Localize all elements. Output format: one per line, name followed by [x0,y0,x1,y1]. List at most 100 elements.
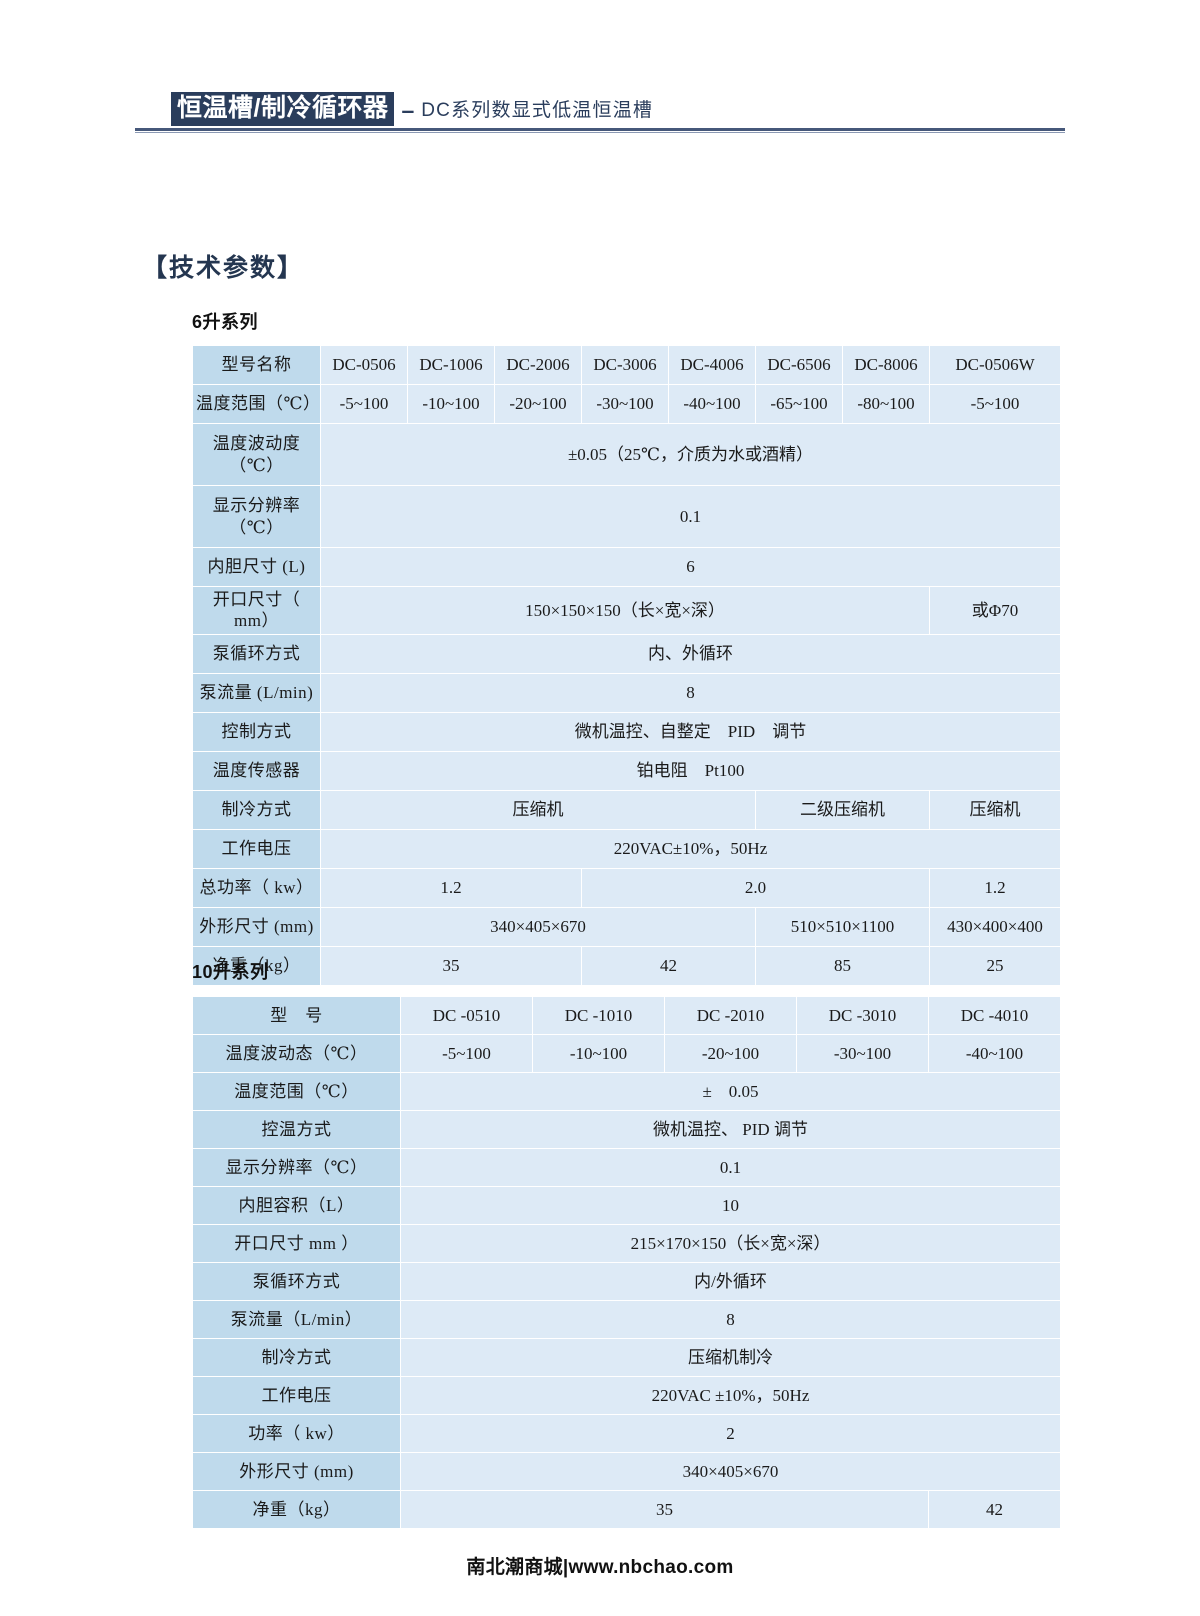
cell-model-1010: DC -1010 [532,996,665,1035]
cell-temp-range-10l-value: ± 0.05 [400,1072,1061,1111]
cell-display-resolution-10l-value: 0.1 [400,1148,1061,1187]
row-label-temp-range-10l: 温度范围（℃） [192,1072,401,1111]
row-label-display-resolution-10l: 显示分辨率（℃） [192,1148,401,1187]
cell-model-0506w: DC-0506W [929,345,1061,385]
table-row: 泵循环方式 内、外循环 [192,633,1061,674]
table-row: 开口尺寸 mm ） 215×170×150（长×宽×深） [192,1224,1061,1263]
table-caption-10l: 10升系列 [192,962,269,982]
cell-total-power-3: 1.2 [929,867,1061,908]
cell-cooling-mode-compressor-w: 压缩机 [929,789,1061,830]
row-label-opening-size-10l: 开口尺寸 mm ） [192,1224,401,1263]
cell-tank-size-value: 6 [320,547,1061,587]
cell-working-voltage-10l-value: 220VAC ±10%，50Hz [400,1376,1061,1415]
table-row: 温度传感器 铂电阻 Pt100 [192,750,1061,791]
cell-temp-sensor-value: 铂电阻 Pt100 [320,750,1061,791]
cell-net-weight-4: 25 [929,945,1061,986]
cell-temp-fluct-4: -40~100 [928,1034,1061,1073]
row-label-power-10l: 功率（ kw） [192,1414,401,1453]
row-label-temp-range: 温度范围（℃） [192,384,321,424]
table-row: 制冷方式 压缩机制冷 [192,1338,1061,1377]
spec-table-6l: 型号名称 DC-0506 DC-1006 DC-2006 DC-3006 DC-… [192,345,1061,986]
cell-pump-flow-value: 8 [320,672,1061,713]
cell-pump-circulation-10l-value: 内/外循环 [400,1262,1061,1301]
cell-power-10l-value: 2 [400,1414,1061,1453]
cell-model-2010: DC -2010 [664,996,797,1035]
table-row: 显示分辨率 （℃） 0.1 [192,485,1061,548]
section-title-tech-params: 【技术参数】 [142,254,305,282]
table-row: 内胆容积（L） 10 [192,1186,1061,1225]
row-label-cooling-mode-10l: 制冷方式 [192,1338,401,1377]
table-row: 净重（kg） 35 42 85 25 [192,945,1061,986]
row-label-pump-flow-10l: 泵流量（L/min） [192,1300,401,1339]
cell-opening-size-alt: 或Φ70 [929,586,1061,635]
table-row: 泵循环方式 内/外循环 [192,1262,1061,1301]
table-row: 温度范围（℃） -5~100 -10~100 -20~100 -30~100 -… [192,384,1061,424]
cell-outer-dimensions-2: 510×510×1100 [755,906,930,947]
row-label-opening-size: 开口尺寸（ mm） [192,586,321,635]
table-row: 功率（ kw） 2 [192,1414,1061,1453]
cell-net-weight-3: 85 [755,945,930,986]
cell-temp-range-4: -40~100 [668,384,756,424]
cell-temp-range-0: -5~100 [320,384,408,424]
row-label-cooling-mode: 制冷方式 [192,789,321,830]
cell-temp-range-2: -20~100 [494,384,582,424]
header-rule-thick [135,128,1065,131]
row-label-outer-dimensions-10l: 外形尺寸 (mm) [192,1452,401,1491]
cell-model-4010: DC -4010 [928,996,1061,1035]
cell-outer-dimensions-3: 430×400×400 [929,906,1061,947]
table-row: 工作电压 220VAC ±10%，50Hz [192,1376,1061,1415]
table-row: 型 号 DC -0510 DC -1010 DC -2010 DC -3010 … [192,996,1061,1035]
row-label-control-mode: 控制方式 [192,711,321,752]
cell-cooling-mode-two-stage: 二级压缩机 [755,789,930,830]
cell-temp-fluctuation-value: ±0.05（25℃，介质为水或酒精） [320,423,1061,486]
cell-total-power-1: 1.2 [320,867,582,908]
page-header: 恒温槽/制冷循环器 – DC系列数显式低温恒温槽 [135,88,1065,133]
cell-net-weight-10l-2: 42 [928,1490,1061,1529]
table-row: 外形尺寸 (mm) 340×405×670 [192,1452,1061,1491]
cell-temp-fluct-3: -30~100 [796,1034,929,1073]
table-row: 温度波动态（℃） -5~100 -10~100 -20~100 -30~100 … [192,1034,1061,1073]
header-rule-thin [135,132,1065,133]
table-row: 温度范围（℃） ± 0.05 [192,1072,1061,1111]
spec-table-10l: 型 号 DC -0510 DC -1010 DC -2010 DC -3010 … [192,996,1061,1529]
cell-temp-range-7: -5~100 [929,384,1061,424]
cell-cooling-mode-compressor: 压缩机 [320,789,756,830]
table-row: 净重（kg） 35 42 [192,1490,1061,1529]
table-row: 开口尺寸（ mm） 150×150×150（长×宽×深） 或Φ70 [192,586,1061,635]
table-row: 控温方式 微机温控、 PID 调节 [192,1110,1061,1149]
row-label-net-weight-10l: 净重（kg） [192,1490,401,1529]
row-label-temp-sensor: 温度传感器 [192,750,321,791]
cell-opening-size-value: 150×150×150（长×宽×深） [320,586,930,635]
row-label-total-power: 总功率（ kw） [192,867,321,908]
row-label-model-name: 型号名称 [192,345,321,385]
row-label-tank-volume: 内胆容积（L） [192,1186,401,1225]
header-subtitle: DC系列数显式低温恒温槽 [421,100,654,121]
cell-temp-fluct-1: -10~100 [532,1034,665,1073]
cell-cooling-mode-10l-value: 压缩机制冷 [400,1338,1061,1377]
row-label-line2: （℃） [229,455,284,475]
table-row: 泵流量（L/min） 8 [192,1300,1061,1339]
cell-model-8006: DC-8006 [842,345,930,385]
cell-model-3006: DC-3006 [581,345,669,385]
row-label-temp-fluctuation: 温度波动度 （℃） [192,423,321,486]
row-label-temp-control-mode: 控温方式 [192,1110,401,1149]
cell-temp-range-3: -30~100 [581,384,669,424]
cell-net-weight-10l-1: 35 [400,1490,929,1529]
cell-outer-dimensions-10l-value: 340×405×670 [400,1452,1061,1491]
cell-model-2006: DC-2006 [494,345,582,385]
cell-tank-volume-value: 10 [400,1186,1061,1225]
row-label-working-voltage: 工作电压 [192,828,321,869]
table-row: 外形尺寸 (mm) 340×405×670 510×510×1100 430×4… [192,906,1061,947]
cell-temp-control-mode-value: 微机温控、 PID 调节 [400,1110,1061,1149]
row-label-pump-circulation-10l: 泵循环方式 [192,1262,401,1301]
row-label-working-voltage-10l: 工作电压 [192,1376,401,1415]
footer-watermark: 南北潮商城|www.nbchao.com [466,1557,734,1578]
cell-model-0510: DC -0510 [400,996,533,1035]
table-row: 工作电压 220VAC±10%，50Hz [192,828,1061,869]
cell-temp-range-5: -65~100 [755,384,843,424]
header-title-badge: 恒温槽/制冷循环器 [171,92,395,126]
cell-temp-range-1: -10~100 [407,384,495,424]
row-label-model: 型 号 [192,996,401,1035]
table-caption-6l: 6升系列 [192,312,259,332]
cell-model-1006: DC-1006 [407,345,495,385]
